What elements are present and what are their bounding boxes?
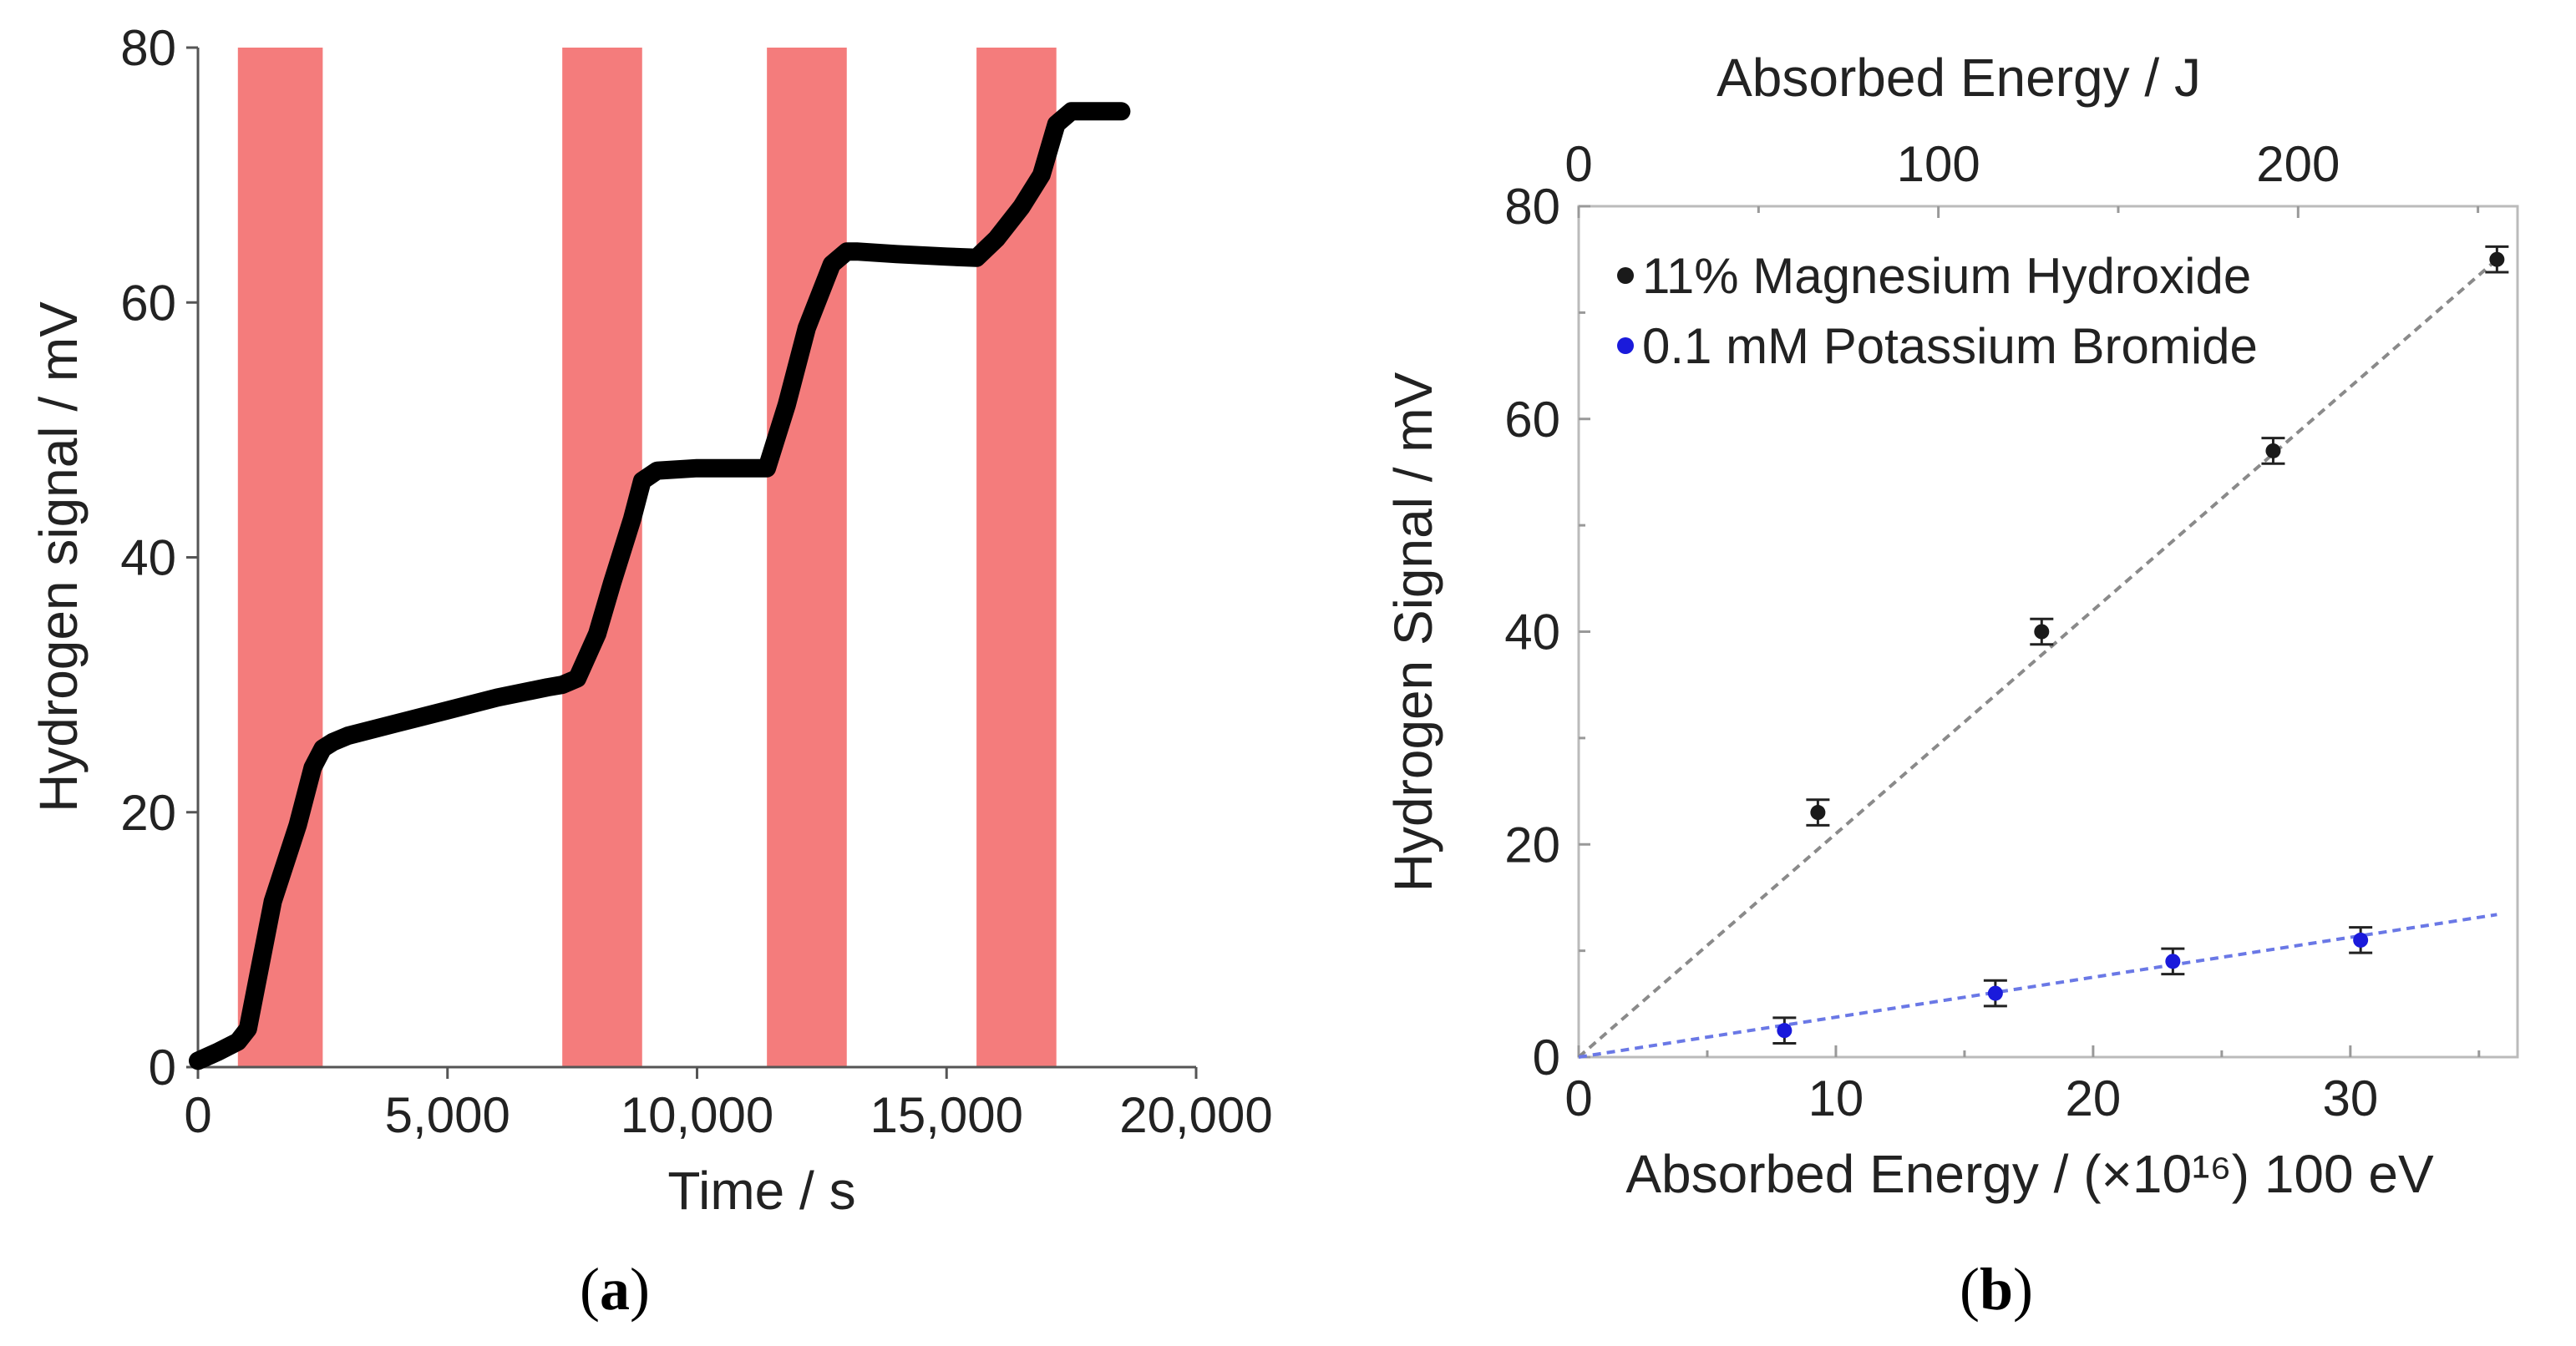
legend-label-magnesium: 11% Magnesium Hydroxide bbox=[1642, 248, 2251, 304]
y-tick-label: 0 bbox=[149, 1040, 176, 1096]
y-axis-label: Hydrogen signal / mV bbox=[28, 301, 89, 812]
data-point bbox=[2165, 954, 2181, 969]
y-tick-label: 60 bbox=[1504, 392, 1560, 448]
data-point bbox=[1810, 805, 1826, 821]
data-points bbox=[1772, 245, 2509, 1045]
y-tick-label: 20 bbox=[1504, 817, 1560, 873]
top-x-tick-label: 100 bbox=[1897, 136, 1980, 192]
data-point bbox=[2489, 251, 2505, 267]
legend-label-potassium: 0.1 mM Potassium Bromide bbox=[1642, 318, 2258, 374]
y-tick-label: 40 bbox=[120, 530, 176, 586]
fit-lines bbox=[1577, 258, 2498, 1059]
data-point bbox=[1777, 1023, 1793, 1039]
top-x-tick-label: 200 bbox=[2256, 136, 2340, 192]
y-tick-label: 40 bbox=[1504, 605, 1560, 660]
y-tick-label: 60 bbox=[120, 275, 176, 331]
panel-label-b: (b) bbox=[1960, 1256, 2033, 1323]
hydrogen-signal-series bbox=[189, 102, 1131, 1070]
y-tick-label: 80 bbox=[1504, 179, 1560, 235]
panel-label-a: (a) bbox=[580, 1256, 650, 1323]
x-axis-label: Absorbed Energy / (×10¹⁶) 100 eV bbox=[1625, 1144, 2434, 1204]
x-tick-label: 5,000 bbox=[385, 1087, 510, 1143]
data-point bbox=[2265, 443, 2281, 458]
x-tick-label: 20 bbox=[2066, 1070, 2122, 1126]
irradiation-band bbox=[237, 48, 323, 1067]
irradiation-band bbox=[562, 48, 642, 1067]
x-tick-label: 10,000 bbox=[621, 1087, 774, 1143]
y-ticks: 0 20 40 60 80 bbox=[1504, 179, 1590, 1085]
x-tick-label: 15,000 bbox=[870, 1087, 1023, 1143]
data-point bbox=[2353, 932, 2369, 948]
x-ticks: 0 10 20 30 bbox=[1564, 1045, 2481, 1126]
x-tick-label: 20,000 bbox=[1119, 1087, 1273, 1143]
panel-a-chart: 0 20 40 60 80 0 5,000 10,000 15,000 20,000 Hydro… bbox=[28, 20, 1273, 1323]
y-tick-label: 20 bbox=[120, 785, 176, 841]
hydrogen-signal-line bbox=[189, 102, 1131, 1070]
fit-line bbox=[1578, 913, 2497, 1059]
x-tick-label: 30 bbox=[2322, 1070, 2378, 1126]
y-tick-label: 80 bbox=[120, 20, 176, 76]
irradiation-band bbox=[767, 48, 847, 1067]
x-tick-label: 10 bbox=[1808, 1070, 1864, 1126]
top-x-axis-label: Absorbed Energy / J bbox=[1716, 48, 2201, 108]
legend: 11% Magnesium Hydroxide 0.1 mM Potassium… bbox=[1617, 248, 2258, 374]
irradiation-bands bbox=[237, 48, 1057, 1067]
x-tick-label: 0 bbox=[1564, 1070, 1592, 1126]
legend-marker-potassium bbox=[1617, 337, 1634, 354]
top-x-tick-label: 0 bbox=[1564, 136, 1592, 192]
x-ticks: 0 5,000 10,000 15,000 20,000 bbox=[184, 1067, 1273, 1143]
x-axis-label: Time / s bbox=[667, 1161, 855, 1221]
x-tick-label: 0 bbox=[184, 1087, 211, 1143]
legend-marker-magnesium bbox=[1617, 267, 1634, 284]
y-axis-label: Hydrogen Signal / mV bbox=[1383, 372, 1443, 892]
top-x-ticks: 0 100 200 bbox=[1564, 136, 2480, 218]
data-point bbox=[2034, 624, 2050, 640]
y-tick-label: 0 bbox=[1533, 1030, 1560, 1085]
y-ticks: 0 20 40 60 80 bbox=[120, 20, 198, 1096]
fit-line bbox=[1577, 258, 2498, 1059]
panel-b-chart: 0 20 40 60 80 0 10 20 30 0 100 200 11% Magnesium … bbox=[1383, 48, 2519, 1323]
data-point bbox=[1987, 985, 2003, 1001]
